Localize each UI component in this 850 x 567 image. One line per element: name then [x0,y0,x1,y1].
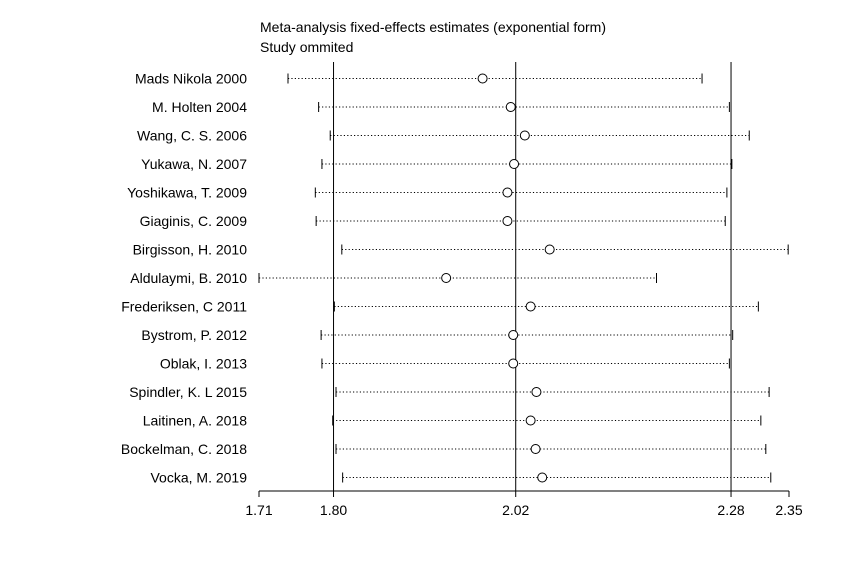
study-row: Birgisson, H. 2010 [133,242,789,258]
study-row: Bockelman, C. 2018 [121,441,767,457]
reference-lines [333,62,732,491]
study-row: Vocka, M. 2019 [150,470,772,486]
study-label: Bockelman, C. 2018 [121,441,247,457]
study-label: M. Holten 2004 [152,99,247,115]
estimate-point [530,444,541,454]
x-tick-label: 1.80 [320,502,347,518]
study-row: Yoshikawa, T. 2009 [127,185,728,201]
x-tick-label: 2.28 [717,502,744,518]
estimate-point [508,330,519,340]
estimate-point [502,187,513,198]
study-row: Yukawa, N. 2007 [141,156,733,172]
x-tick-label: 2.35 [775,502,802,518]
x-axis-ticks: 1.71 1.80 2.02 2.28 2.35 [245,491,803,518]
estimate-point [508,358,519,369]
estimate-point [544,244,555,255]
chart-title: Meta-analysis fixed-effects estimates (e… [260,19,606,35]
study-label: Birgisson, H. 2010 [133,242,248,258]
study-label: Giaginis, C. 2009 [140,213,248,229]
estimate-point [477,73,488,84]
estimate-point [537,472,548,483]
study-row: Laitinen, A. 2018 [143,413,762,429]
estimate-point [505,102,516,112]
study-label: Yoshikawa, T. 2009 [127,185,247,201]
study-row: Frederiksen, C 2011 [121,299,759,315]
study-label: Vocka, M. 2019 [150,470,247,486]
study-label: Wang, C. S. 2006 [137,128,247,144]
chart-subtitle: Study ommited [260,39,353,55]
x-tick-label: 1.71 [245,502,272,518]
study-label: Mads Nikola 2000 [135,71,247,87]
study-row: Mads Nikola 2000 [135,71,703,87]
study-row: Giaginis, C. 2009 [140,213,726,229]
study-label: Yukawa, N. 2007 [141,156,247,172]
estimate-point [525,415,536,426]
study-label: Spindler, K. L 2015 [129,384,247,400]
study-row: M. Holten 2004 [152,99,730,115]
estimate-point [441,273,452,283]
study-label: Aldulaymi, B. 2010 [130,270,247,286]
estimate-point [525,301,536,312]
study-row: Aldulaymi, B. 2010 [130,270,657,286]
study-label: Frederiksen, C 2011 [121,299,247,315]
study-label: Laitinen, A. 2018 [143,413,248,429]
estimate-point [509,159,520,169]
study-row: Bystrom, P. 2012 [141,327,734,343]
estimate-point [531,387,542,397]
study-row: Wang, C. S. 2006 [137,128,750,144]
study-rows: Mads Nikola 2000 M. Holten 2004 Wang, C. S… [121,71,789,486]
x-tick-label: 2.02 [502,502,529,518]
study-label: Oblak, I. 2013 [160,356,247,372]
study-row: Spindler, K. L 2015 [129,384,770,400]
estimate-point [502,216,513,226]
study-row: Oblak, I. 2013 [160,356,730,372]
estimate-point [519,130,530,141]
study-label: Bystrom, P. 2012 [141,327,247,343]
